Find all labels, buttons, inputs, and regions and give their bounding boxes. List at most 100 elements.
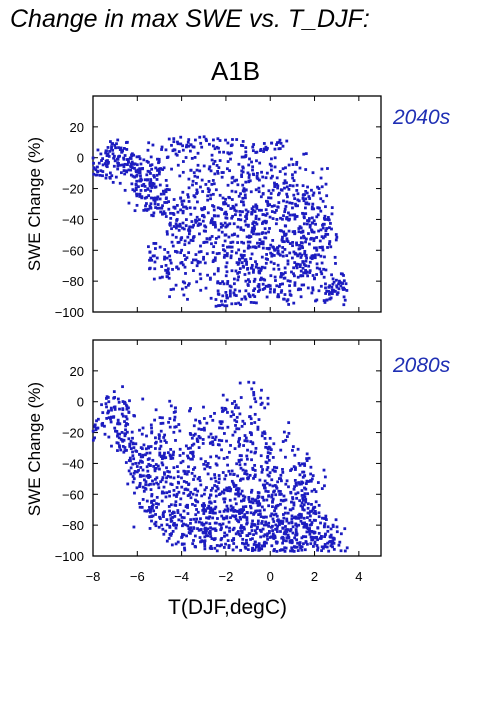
data-point	[259, 535, 263, 539]
data-point	[236, 278, 240, 282]
data-point	[241, 210, 244, 214]
data-point	[280, 237, 284, 241]
data-point	[291, 448, 294, 452]
data-point	[324, 514, 328, 518]
data-point	[316, 481, 320, 484]
data-point	[109, 420, 113, 424]
data-point	[204, 460, 207, 463]
data-point	[281, 235, 284, 239]
data-point	[233, 179, 237, 183]
data-point	[268, 530, 271, 533]
x-tick-label: 4	[355, 569, 362, 584]
data-point	[215, 485, 219, 488]
data-point	[138, 192, 142, 196]
data-point	[216, 214, 220, 218]
data-point	[295, 243, 299, 247]
data-point	[152, 464, 156, 468]
data-point	[200, 503, 204, 507]
data-point	[299, 519, 303, 523]
data-point	[268, 215, 272, 219]
data-point	[271, 529, 274, 533]
data-point	[255, 543, 258, 547]
data-point	[237, 437, 241, 441]
data-point	[299, 274, 303, 278]
data-point	[174, 235, 178, 239]
data-point	[173, 415, 177, 419]
data-point	[240, 175, 244, 179]
data-point	[246, 534, 250, 538]
data-point	[251, 441, 255, 445]
data-point	[135, 465, 139, 468]
data-point	[255, 176, 259, 180]
data-point	[172, 450, 176, 454]
data-point	[343, 527, 347, 531]
data-point	[305, 222, 309, 226]
data-point	[280, 479, 283, 483]
data-point	[238, 289, 242, 293]
data-point	[176, 210, 180, 214]
data-point	[267, 230, 270, 234]
data-point	[168, 509, 171, 513]
data-point	[209, 508, 213, 512]
data-point	[239, 548, 243, 552]
data-point	[326, 541, 330, 545]
data-point	[220, 526, 223, 530]
data-point	[157, 157, 161, 161]
data-point	[293, 232, 297, 236]
data-point	[226, 160, 230, 163]
data-point	[282, 516, 286, 520]
data-point	[279, 492, 283, 496]
data-point	[217, 235, 221, 239]
data-point	[266, 454, 270, 458]
data-point	[313, 246, 316, 250]
data-point	[301, 496, 305, 500]
data-point	[232, 526, 236, 530]
data-point	[312, 207, 316, 211]
data-point	[228, 294, 232, 298]
data-point	[166, 269, 170, 273]
data-point	[249, 417, 253, 421]
data-point	[312, 239, 316, 243]
data-point	[295, 160, 299, 164]
data-point	[164, 529, 168, 533]
data-point	[105, 154, 109, 158]
data-point	[203, 547, 207, 551]
data-point	[230, 176, 234, 180]
data-point	[326, 525, 330, 529]
data-point	[270, 493, 274, 497]
data-point	[148, 204, 152, 208]
data-point	[317, 511, 321, 515]
data-point	[127, 459, 131, 462]
data-point	[315, 298, 319, 302]
data-point	[239, 228, 243, 231]
data-point	[329, 527, 333, 531]
data-point	[316, 213, 320, 217]
data-point	[122, 165, 126, 169]
data-point	[325, 194, 329, 198]
data-point	[210, 217, 214, 221]
data-point	[228, 526, 231, 530]
data-point	[294, 533, 298, 537]
data-point	[192, 424, 196, 428]
data-point	[214, 529, 218, 532]
data-point	[226, 411, 229, 414]
data-point	[131, 166, 134, 170]
data-point	[194, 498, 197, 502]
data-point	[308, 269, 312, 273]
data-point	[250, 549, 254, 553]
data-point	[329, 291, 332, 294]
data-point	[299, 287, 303, 291]
data-point	[155, 502, 158, 506]
data-point	[281, 541, 285, 545]
data-point	[113, 143, 117, 147]
data-point	[237, 427, 241, 431]
data-point	[223, 534, 226, 538]
data-point	[223, 477, 227, 481]
data-point	[152, 277, 156, 281]
data-point	[144, 487, 148, 491]
data-point	[331, 282, 335, 286]
data-point	[100, 423, 104, 427]
data-point	[257, 546, 261, 550]
data-point	[325, 227, 329, 230]
